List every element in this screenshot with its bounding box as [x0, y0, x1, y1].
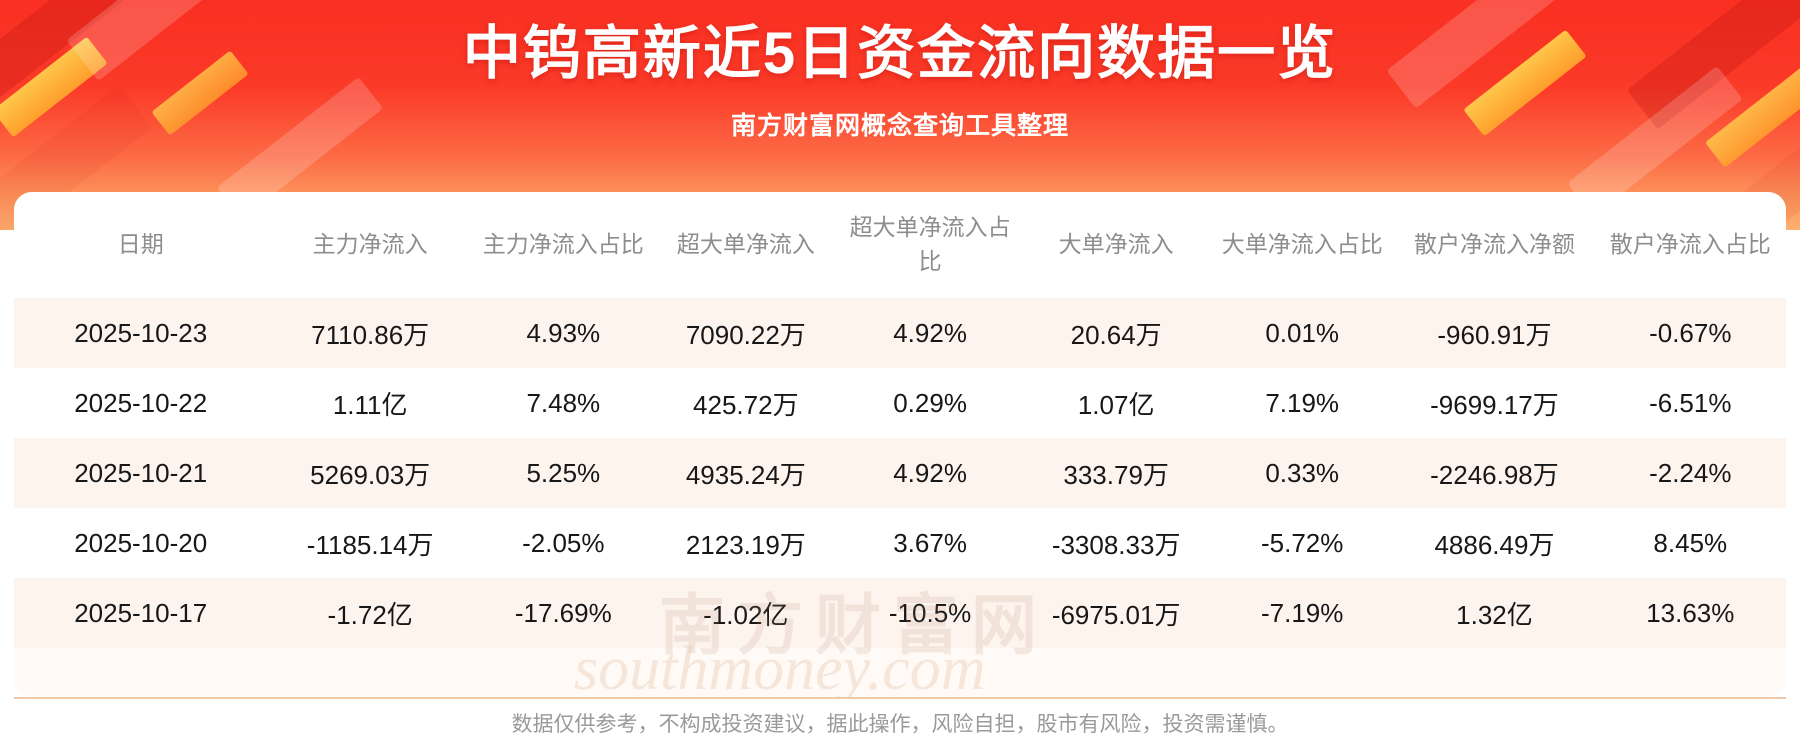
table-row: 2025-10-20 -1185.14万 -2.05% 2123.19万 3.6… [14, 508, 1786, 578]
cell-main-net-ratio: -17.69% [472, 578, 654, 648]
column-header-retail-net-ratio: 散户净流入占比 [1594, 192, 1786, 298]
page-subtitle: 南方财富网概念查询工具整理 [730, 112, 1069, 140]
cell-xl-net-ratio: 3.67% [837, 508, 1023, 578]
column-header-main-net-inflow: 主力净流入 [267, 192, 473, 298]
cell-xl-net-inflow: 2123.19万 [653, 508, 838, 578]
cell-date: 2025-10-21 [14, 438, 268, 508]
header-banner: 中钨高新近5日资金流向数据一览 南方财富网概念查询工具整理 [0, 0, 1800, 230]
cell-main-net-inflow: 1.11亿 [267, 368, 473, 438]
column-header-large-net-ratio: 大单净流入占比 [1210, 192, 1395, 298]
cell-xl-net-inflow: 425.72万 [653, 368, 838, 438]
column-header-xl-net-inflow: 超大单净流入 [653, 192, 838, 298]
cell-main-net-inflow: 5269.03万 [267, 438, 473, 508]
cell-xl-net-inflow: -1.02亿 [653, 578, 838, 648]
cell-xl-net-inflow: 7090.22万 [653, 298, 838, 368]
table-header: 日期 主力净流入 主力净流入占比 超大单净流入 超大单净流入占比 大单净流入 大… [14, 192, 1786, 298]
cell-date: 2025-10-22 [14, 368, 268, 438]
cell-retail-net-ratio: 8.45% [1594, 508, 1786, 578]
cell-date: 2025-10-20 [14, 508, 268, 578]
cell-large-net-inflow: 333.79万 [1022, 438, 1211, 508]
column-header-main-net-ratio: 主力净流入占比 [472, 192, 654, 298]
cell-date: 2025-10-23 [14, 298, 268, 368]
table-body: 2025-10-23 7110.86万 4.93% 7090.22万 4.92%… [14, 298, 1786, 648]
fund-flow-table: 日期 主力净流入 主力净流入占比 超大单净流入 超大单净流入占比 大单净流入 大… [14, 192, 1786, 648]
cell-large-net-inflow: -3308.33万 [1022, 508, 1211, 578]
cell-xl-net-ratio: 4.92% [837, 438, 1023, 508]
cell-main-net-inflow: 7110.86万 [267, 298, 473, 368]
table-header-row: 日期 主力净流入 主力净流入占比 超大单净流入 超大单净流入占比 大单净流入 大… [14, 192, 1786, 298]
table-row: 2025-10-23 7110.86万 4.93% 7090.22万 4.92%… [14, 298, 1786, 368]
cell-large-net-ratio: -7.19% [1210, 578, 1395, 648]
cell-main-net-ratio: 4.93% [472, 298, 654, 368]
cell-main-net-inflow: -1185.14万 [267, 508, 473, 578]
cell-retail-net-amount: 1.32亿 [1394, 578, 1595, 648]
cell-large-net-ratio: -5.72% [1210, 508, 1395, 578]
cell-retail-net-amount: -2246.98万 [1394, 438, 1595, 508]
cell-retail-net-ratio: 13.63% [1594, 578, 1786, 648]
cell-retail-net-amount: 4886.49万 [1394, 508, 1595, 578]
cell-main-net-ratio: -2.05% [472, 508, 654, 578]
footer-disclaimer: 数据仅供参考，不构成投资建议，据此操作，风险自担，股市有风险，投资需谨慎。 [511, 713, 1289, 736]
cell-large-net-inflow: -6975.01万 [1022, 578, 1211, 648]
cell-retail-net-ratio: -0.67% [1594, 298, 1786, 368]
cell-retail-net-ratio: -2.24% [1594, 438, 1786, 508]
cell-retail-net-amount: -960.91万 [1394, 298, 1595, 368]
table-row: 2025-10-22 1.11亿 7.48% 425.72万 0.29% 1.0… [14, 368, 1786, 438]
cell-large-net-inflow: 1.07亿 [1022, 368, 1211, 438]
cell-large-net-ratio: 0.01% [1210, 298, 1395, 368]
cell-main-net-ratio: 7.48% [472, 368, 654, 438]
cell-large-net-ratio: 7.19% [1210, 368, 1395, 438]
cell-retail-net-ratio: -6.51% [1594, 368, 1786, 438]
cell-large-net-inflow: 20.64万 [1022, 298, 1211, 368]
cell-main-net-inflow: -1.72亿 [267, 578, 473, 648]
footer-divider [14, 697, 1786, 699]
cell-large-net-ratio: 0.33% [1210, 438, 1395, 508]
cell-xl-net-ratio: -10.5% [837, 578, 1023, 648]
column-header-retail-net-amount: 散户净流入净额 [1394, 192, 1595, 298]
cell-xl-net-ratio: 4.92% [837, 298, 1023, 368]
column-header-large-net-inflow: 大单净流入 [1022, 192, 1211, 298]
data-table-card: 南方财富网 southmoney.com 日期 主力净流入 主力净流入占比 超大… [14, 192, 1786, 697]
cell-main-net-ratio: 5.25% [472, 438, 654, 508]
page-title: 中钨高新近5日资金流向数据一览 [462, 21, 1338, 86]
cell-retail-net-amount: -9699.17万 [1394, 368, 1595, 438]
cell-date: 2025-10-17 [14, 578, 268, 648]
table-row: 2025-10-21 5269.03万 5.25% 4935.24万 4.92%… [14, 438, 1786, 508]
cell-xl-net-ratio: 0.29% [837, 368, 1023, 438]
cell-xl-net-inflow: 4935.24万 [653, 438, 838, 508]
table-row: 2025-10-17 -1.72亿 -17.69% -1.02亿 -10.5% … [14, 578, 1786, 648]
column-header-date: 日期 [14, 192, 268, 298]
column-header-xl-net-ratio: 超大单净流入占比 [837, 192, 1023, 298]
